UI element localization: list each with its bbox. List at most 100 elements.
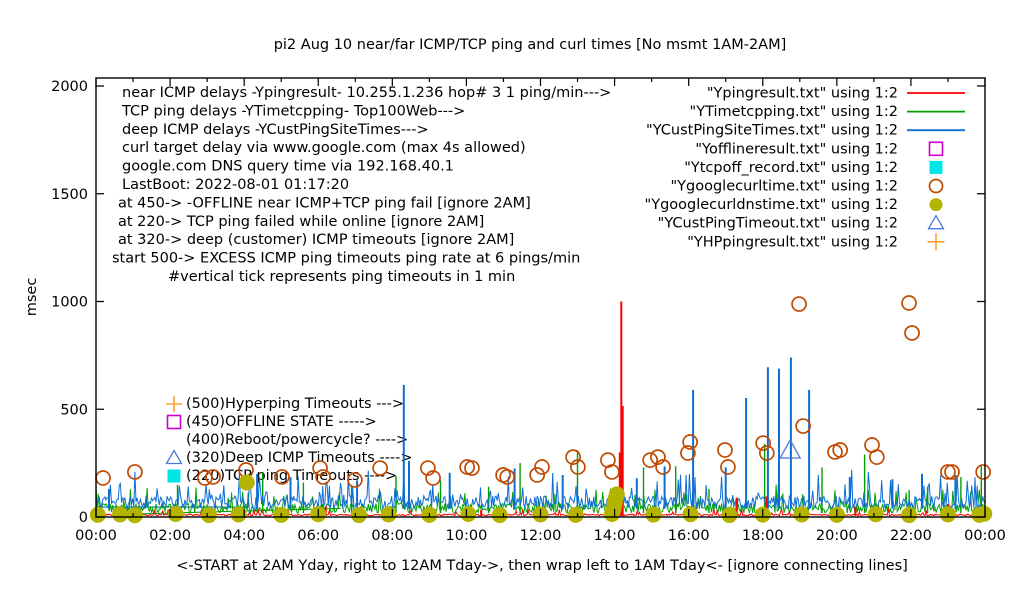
curl-time-point xyxy=(940,464,956,480)
info-annotation-line: at 220-> TCP ping failed while online [i… xyxy=(118,214,484,230)
curl-time-point xyxy=(717,442,733,458)
info-annotation-line: deep ICMP delays -YCustPingSiteTimes---> xyxy=(122,122,429,138)
info-annotation-line: near ICMP delays -Ypingresult- 10.255.1.… xyxy=(122,85,611,101)
curl-time-point xyxy=(868,449,885,465)
info-annotation-line: #vertical tick represents ping timeouts … xyxy=(168,269,515,285)
curl-time-point xyxy=(795,418,811,434)
key-annotation-triangle-open-marker xyxy=(165,449,183,465)
x-tick-label: 08:00 xyxy=(371,528,413,544)
legend-label: "Yofflineresult.txt" using 1:2 xyxy=(695,141,898,157)
x-tick-label: 20:00 xyxy=(816,528,858,544)
curl-time-point xyxy=(197,470,213,486)
y-tick-label: 500 xyxy=(60,402,88,418)
curl-time-point xyxy=(832,442,849,458)
curl-time-point xyxy=(464,460,480,476)
curl-time-point xyxy=(499,469,516,485)
key-annotation-label: (320)Deep ICMP Timeouts ----> xyxy=(186,450,413,466)
legend-square-filled-sample xyxy=(929,160,943,174)
dns-time-point xyxy=(867,506,884,523)
curl-time-point xyxy=(372,460,388,476)
dns-time-point xyxy=(126,507,143,524)
key-annotation-square-filled-marker xyxy=(167,469,181,483)
curl-time-point xyxy=(655,459,671,475)
info-annotation-line: at 320-> deep (customer) ICMP timeouts [… xyxy=(118,232,514,248)
legend-label: "YCustPingSiteTimes.txt" using 1:2 xyxy=(646,123,898,139)
x-tick-label: 12:00 xyxy=(520,528,562,544)
key-annotation-label: (400)Reboot/powercycle? ----> xyxy=(186,432,408,448)
legend-square-open-sample xyxy=(928,141,944,157)
key-annotation-square-open-marker xyxy=(166,414,182,430)
info-annotation-line: curl target delay via www.google.com (ma… xyxy=(122,140,526,156)
info-annotation-line: TCP ping delays -YTimetcpping- Top100Web… xyxy=(121,103,465,119)
x-tick-label: 10:00 xyxy=(446,528,488,544)
curl-time-point xyxy=(95,470,111,486)
key-annotation-plus-marker xyxy=(166,396,182,412)
legend-label: "YTimetcpping.txt" using 1:2 xyxy=(690,104,898,120)
curl-time-point xyxy=(604,464,620,480)
curl-time-point xyxy=(650,449,666,465)
curl-time-point xyxy=(901,295,917,311)
curl-time-point xyxy=(755,435,771,451)
legend-circle-filled-sample xyxy=(929,198,943,212)
curl-time-point xyxy=(944,464,960,480)
plot-area: near ICMP delays -Ypingresult- 10.255.1.… xyxy=(51,77,1006,544)
curl-time-point xyxy=(425,470,441,486)
y-axis-label: msec xyxy=(24,278,40,317)
x-tick-label: 14:00 xyxy=(594,528,636,544)
series-line-YCustPingSiteTimes xyxy=(95,469,986,511)
info-annotation-line: start 500-> EXCESS ICMP ping timeouts pi… xyxy=(112,251,580,267)
curl-time-point xyxy=(420,460,436,476)
x-tick-label: 04:00 xyxy=(223,528,265,544)
curl-time-point xyxy=(758,445,775,461)
curl-time-point xyxy=(975,464,991,480)
dns-time-point xyxy=(167,505,184,522)
dns-time-point xyxy=(491,507,508,524)
curl-time-point xyxy=(315,469,331,485)
y-tick-label: 1000 xyxy=(51,295,88,311)
y-tick-label: 1500 xyxy=(51,187,88,203)
x-tick-label: 16:00 xyxy=(668,528,710,544)
dns-time-point xyxy=(238,474,255,491)
x-tick-label: 22:00 xyxy=(890,528,932,544)
legend-label: "Ygooglecurldnstime.txt" using 1:2 xyxy=(645,197,898,213)
dns-time-point xyxy=(682,506,699,523)
dns-time-point xyxy=(112,506,129,523)
legend-label: "Ygooglecurltime.txt" using 1:2 xyxy=(671,179,899,195)
y-tick-label: 0 xyxy=(79,510,88,526)
legend-label: "YCustPingTimeout.txt" using 1:2 xyxy=(658,216,898,232)
dns-time-point xyxy=(89,506,106,523)
dns-time-point xyxy=(230,506,247,523)
dns-time-point xyxy=(460,505,477,522)
curl-time-point xyxy=(127,464,143,480)
curl-time-point xyxy=(791,296,807,312)
legend-label: "YHPpingresult.txt" using 1:2 xyxy=(687,234,898,250)
info-annotation-line: google.com DNS query time via 192.168.40… xyxy=(122,159,454,175)
curl-time-point xyxy=(529,467,546,483)
dns-time-point xyxy=(721,507,738,524)
dns-time-point xyxy=(350,507,367,524)
dns-time-point xyxy=(901,507,918,524)
curl-time-point xyxy=(205,469,221,485)
curl-time-point xyxy=(720,459,736,475)
info-annotation-line: at 450-> -OFFLINE near ICMP+TCP ping fai… xyxy=(118,195,531,211)
curl-time-point xyxy=(642,452,658,468)
dns-time-point xyxy=(608,486,625,503)
x-tick-label: 00:00 xyxy=(964,528,1006,544)
curl-time-point xyxy=(274,469,290,485)
curl-time-point xyxy=(534,459,550,475)
curl-time-point xyxy=(682,434,698,450)
legend-plus-sample xyxy=(927,233,945,251)
legend-label: "Ytcpoff_record.txt" using 1:2 xyxy=(684,160,898,176)
legend-triangle-open-sample xyxy=(927,214,945,230)
y-tick-label: 2000 xyxy=(51,79,88,95)
x-tick-label: 18:00 xyxy=(742,528,784,544)
curl-time-point xyxy=(565,449,581,465)
legend-circle-open-sample xyxy=(928,178,944,194)
curl-time-point xyxy=(904,325,920,341)
axis-ticks xyxy=(95,78,986,518)
key-annotation-label: (500)Hyperping Timeouts ---> xyxy=(186,396,404,412)
dns-time-point xyxy=(567,506,584,523)
dns-time-point xyxy=(976,505,993,522)
